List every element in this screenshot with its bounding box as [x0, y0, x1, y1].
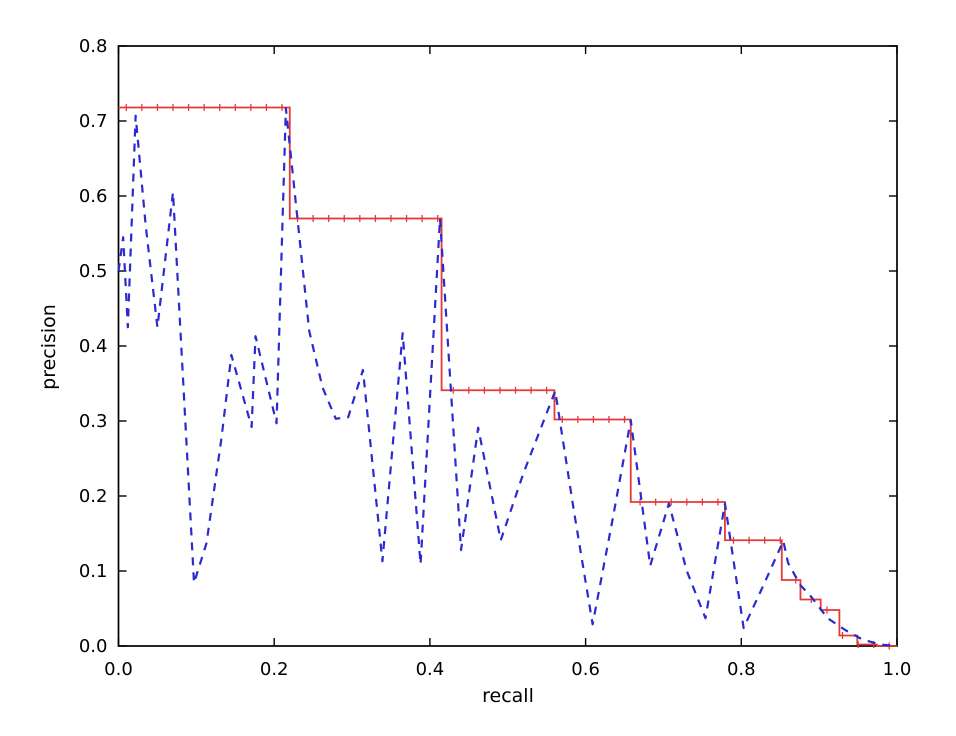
x-tick-label: 0.4: [416, 659, 445, 680]
x-tick-label: 0.0: [104, 659, 133, 680]
y-tick-label: 0.7: [79, 111, 108, 132]
x-tick-label: 0.2: [260, 659, 289, 680]
y-tick-label: 0.1: [79, 561, 108, 582]
y-tick-label: 0.4: [79, 336, 108, 357]
y-tick-label: 0.2: [79, 486, 108, 507]
x-tick-label: 1.0: [883, 659, 912, 680]
y-tick-label: 0.6: [79, 186, 108, 207]
y-tick-label: 0.5: [79, 261, 108, 282]
raw-precision-recall-curve: [117, 107, 898, 648]
y-axis-label: precision: [38, 304, 60, 390]
x-axis-label: recall: [482, 685, 534, 707]
y-tick-label: 0.3: [79, 411, 108, 432]
y-tick-label: 0.8: [79, 36, 108, 57]
x-tick-label: 0.8: [727, 659, 756, 680]
x-tick-label: 0.6: [571, 659, 600, 680]
y-tick-label: 0.0: [79, 636, 108, 657]
plot-border: [117, 45, 898, 647]
